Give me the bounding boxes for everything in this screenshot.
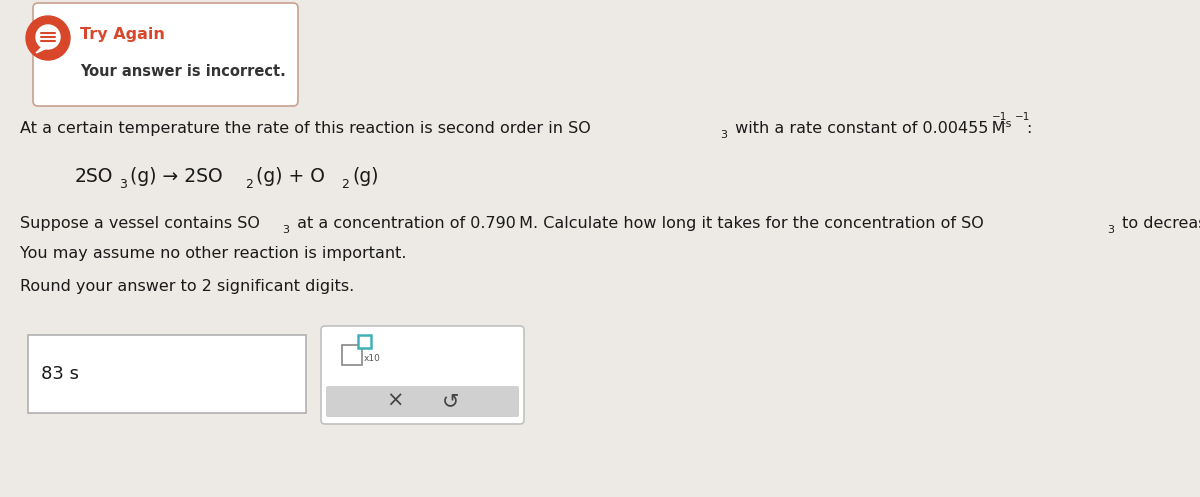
Text: (g) + O: (g) + O	[256, 167, 325, 186]
Circle shape	[26, 16, 70, 60]
Text: You may assume no other reaction is important.: You may assume no other reaction is impo…	[20, 246, 407, 261]
Text: At a certain temperature the rate of this reaction is second order in SO: At a certain temperature the rate of thi…	[20, 121, 590, 136]
Text: :: :	[1026, 121, 1031, 136]
Text: Suppose a vessel contains SO: Suppose a vessel contains SO	[20, 216, 260, 231]
Text: to decrease to 23.0% of its initial value.: to decrease to 23.0% of its initial valu…	[1117, 216, 1200, 231]
Circle shape	[36, 25, 60, 49]
Text: −1: −1	[992, 112, 1007, 122]
Text: ×: ×	[385, 391, 403, 411]
Text: Round your answer to 2 significant digits.: Round your answer to 2 significant digit…	[20, 279, 354, 294]
Text: with a rate constant of 0.00455 M: with a rate constant of 0.00455 M	[730, 121, 1006, 136]
Text: at a concentration of 0.790 M. Calculate how long it takes for the concentration: at a concentration of 0.790 M. Calculate…	[292, 216, 984, 231]
Text: Your answer is incorrect.: Your answer is incorrect.	[80, 65, 286, 80]
Text: ·s: ·s	[1003, 119, 1013, 129]
Text: 3: 3	[282, 225, 289, 235]
Text: −1: −1	[1015, 112, 1031, 122]
Text: 2: 2	[341, 178, 349, 191]
FancyBboxPatch shape	[358, 335, 371, 348]
Text: 3: 3	[119, 178, 127, 191]
FancyBboxPatch shape	[322, 326, 524, 424]
FancyBboxPatch shape	[326, 386, 520, 417]
Text: (g) → 2SO: (g) → 2SO	[130, 167, 223, 186]
Text: ↺: ↺	[442, 391, 460, 411]
Text: 83 s: 83 s	[41, 365, 79, 383]
FancyBboxPatch shape	[34, 3, 298, 106]
Text: (g): (g)	[352, 167, 378, 186]
Text: 2SO: 2SO	[74, 167, 113, 186]
FancyBboxPatch shape	[28, 335, 306, 413]
Text: Try Again: Try Again	[80, 26, 164, 42]
FancyBboxPatch shape	[342, 345, 362, 365]
Text: 3: 3	[1108, 225, 1114, 235]
Text: x10: x10	[364, 354, 380, 363]
Polygon shape	[36, 46, 47, 53]
Text: 3: 3	[720, 130, 727, 140]
Text: 2: 2	[245, 178, 253, 191]
